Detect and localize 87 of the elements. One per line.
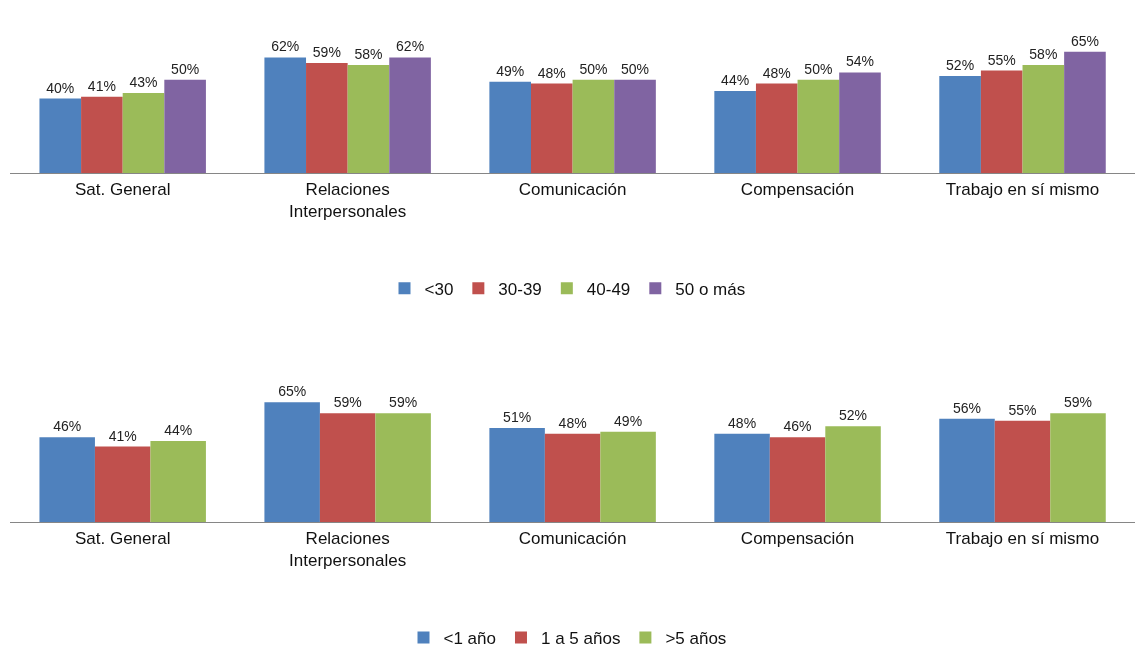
bar: [939, 76, 981, 174]
legend-label: <30: [424, 279, 454, 299]
legend-label: 1 a 5 años: [540, 629, 621, 649]
data-label: 48%: [558, 414, 587, 431]
data-label: 52%: [839, 407, 868, 424]
data-label: 58%: [1029, 45, 1058, 62]
legend-label: >5 años: [665, 629, 727, 649]
bar: [839, 72, 881, 174]
bar: [797, 79, 840, 174]
data-label: 55%: [987, 51, 1016, 68]
bar: [489, 428, 545, 523]
data-label: 49%: [614, 412, 643, 429]
data-label: 58%: [354, 45, 383, 62]
legend-label: 50 o más: [675, 279, 746, 299]
bar: [755, 83, 798, 174]
data-label: 62%: [396, 38, 425, 55]
bar: [389, 57, 431, 174]
bar: [572, 79, 615, 174]
data-label: 65%: [278, 383, 307, 400]
x-tick-label: Relaciones Interpersonales: [289, 528, 407, 570]
data-label: 40%: [46, 79, 75, 96]
data-label: 59%: [1063, 394, 1093, 411]
bar: [994, 420, 1051, 523]
bar: [264, 402, 320, 523]
data-label: 49%: [496, 62, 525, 79]
data-label: 59%: [312, 44, 341, 61]
x-tick-label: Sat. General: [74, 528, 171, 548]
bar: [150, 441, 206, 523]
data-label: 48%: [762, 64, 791, 81]
bar: [714, 433, 770, 523]
bar: [39, 98, 82, 174]
data-label: 44%: [164, 422, 193, 439]
bar: [319, 413, 376, 523]
data-label: 41%: [87, 77, 116, 94]
data-label: 46%: [53, 418, 82, 435]
bar: [1050, 413, 1106, 523]
x-tick-label: Relaciones Interpersonales: [289, 179, 407, 221]
x-tick-label: Sat. General: [74, 179, 171, 199]
legend-label: 40-49: [586, 279, 631, 299]
bar: [489, 81, 531, 174]
data-label: 55%: [1008, 401, 1037, 418]
legend-label: 30-39: [498, 279, 542, 299]
data-label: 50%: [579, 60, 608, 77]
data-label: 48%: [728, 414, 757, 431]
data-label: 52%: [946, 57, 975, 74]
x-tick-label: Compensación: [740, 528, 855, 548]
x-tick-label: Trabajo en sí mismo: [945, 179, 1100, 199]
bar: [939, 418, 995, 523]
data-label: 54%: [845, 53, 875, 70]
bar: [769, 437, 826, 523]
bar: [81, 96, 123, 174]
bar: [306, 63, 348, 174]
bar: [39, 437, 95, 523]
data-label: 62%: [271, 38, 300, 55]
x-tick-label: Trabajo en sí mismo: [945, 528, 1100, 548]
bar: [980, 70, 1023, 174]
bar: [714, 91, 756, 174]
data-label: 48%: [537, 64, 566, 81]
bar: [122, 92, 165, 174]
data-label: 43%: [129, 73, 158, 90]
bar: [600, 431, 656, 523]
bar: [614, 79, 656, 174]
bar: [164, 79, 206, 174]
data-label: 59%: [333, 394, 362, 411]
data-label: 59%: [389, 394, 418, 411]
data-label: 41%: [108, 427, 137, 444]
legend-label: <1 año: [443, 629, 496, 649]
bar: [347, 64, 390, 174]
bar: [544, 433, 601, 523]
data-label: 51%: [503, 409, 532, 426]
bar: [825, 426, 881, 523]
data-label: 44%: [721, 72, 750, 89]
data-label: 50%: [804, 60, 833, 77]
bar: [1022, 64, 1065, 174]
data-label: 46%: [783, 418, 812, 435]
bar: [94, 446, 151, 523]
data-label: 50%: [171, 60, 200, 77]
data-label: 56%: [953, 399, 982, 416]
x-tick-label: Comunicación: [518, 179, 627, 199]
bar: [375, 413, 431, 523]
bar: [264, 57, 307, 174]
bar: [531, 83, 573, 174]
x-tick-label: Comunicación: [518, 528, 627, 548]
x-tick-label: Compensación: [740, 179, 855, 199]
bar: [1064, 51, 1106, 174]
data-label: 50%: [621, 60, 650, 77]
data-label: 65%: [1070, 32, 1099, 49]
